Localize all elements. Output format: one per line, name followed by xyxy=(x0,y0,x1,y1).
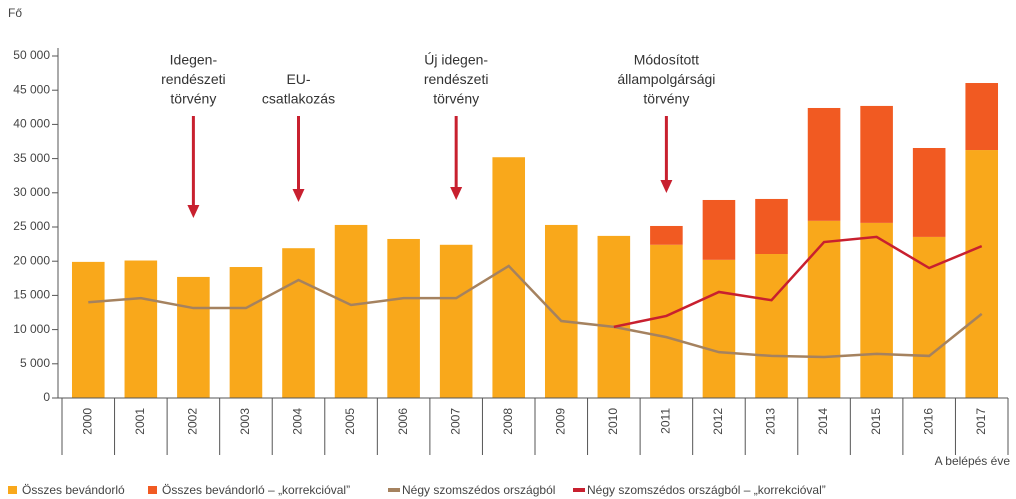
legend-swatch xyxy=(388,488,400,492)
y-tick-label: 30 000 xyxy=(13,185,50,199)
bar xyxy=(807,107,841,221)
y-tick-label: 40 000 xyxy=(13,117,50,131)
x-tick-label: 2001 xyxy=(133,408,147,435)
annotation: rendészeti xyxy=(161,71,226,87)
x-tick-label: 2008 xyxy=(501,408,515,435)
bar xyxy=(387,238,420,398)
annotation: Új idegen- xyxy=(424,52,488,68)
bar xyxy=(965,83,999,151)
annotation: Módosított xyxy=(634,52,699,68)
x-tick-label: 2009 xyxy=(553,408,567,435)
legend-swatch xyxy=(573,488,585,492)
legend-swatch xyxy=(148,486,157,494)
bar xyxy=(702,259,736,398)
annotation: állampolgársági xyxy=(617,71,715,87)
y-tick-label: 50 000 xyxy=(13,48,50,62)
arrow-head xyxy=(450,187,463,200)
arrow-head xyxy=(660,180,673,193)
arrow-head xyxy=(187,205,200,218)
bar xyxy=(334,224,368,398)
annotation: törvény xyxy=(433,91,479,107)
bar xyxy=(912,147,946,237)
y-tick-label: 15 000 xyxy=(13,288,50,302)
bar xyxy=(702,199,736,260)
legend-swatch xyxy=(8,486,17,494)
bar xyxy=(807,220,841,398)
x-tick-label: 2013 xyxy=(764,408,778,435)
annotation: törvény xyxy=(170,91,216,107)
y-tick-label: 25 000 xyxy=(13,219,50,233)
bar xyxy=(544,224,578,398)
annotation: Idegen- xyxy=(170,52,218,68)
bar xyxy=(71,261,105,398)
y-tick-label: 5 000 xyxy=(20,356,50,370)
x-tick-label: 2016 xyxy=(921,408,935,435)
x-tick-label: 2004 xyxy=(291,408,305,435)
bar xyxy=(965,150,999,398)
y-tick-label: 0 xyxy=(43,390,50,404)
y-tick-label: 45 000 xyxy=(13,82,50,96)
x-tick-label: 2003 xyxy=(238,408,252,435)
x-tick-label: 2017 xyxy=(974,408,988,435)
legend-label: Négy szomszédos országból xyxy=(402,483,555,497)
annotation: törvény xyxy=(643,91,689,107)
x-tick-label: 2014 xyxy=(816,408,830,435)
y-unit: Fő xyxy=(8,6,22,20)
line xyxy=(613,235,983,329)
x-tick-label: 2011 xyxy=(659,408,673,434)
x-tick-label: 2010 xyxy=(606,408,620,435)
legend-label: Négy szomszédos országból – „korrekcióva… xyxy=(587,483,826,497)
bar xyxy=(755,254,788,398)
x-tick-label: 2015 xyxy=(869,408,883,435)
x-tick-label: 2000 xyxy=(80,408,94,435)
y-tick-label: 35 000 xyxy=(13,151,50,165)
bar xyxy=(860,105,893,223)
bar xyxy=(650,225,683,245)
y-tick-label: 20 000 xyxy=(13,253,50,267)
bar xyxy=(177,276,210,398)
annotation: csatlakozás xyxy=(262,91,335,107)
x-tick-label: 2012 xyxy=(711,408,725,435)
x-tick-label: 2007 xyxy=(448,408,462,435)
bar xyxy=(282,248,315,398)
bar xyxy=(229,267,263,398)
annotation: rendészeti xyxy=(424,71,489,87)
arrow-head xyxy=(292,189,305,202)
line xyxy=(88,264,983,359)
y-tick-label: 10 000 xyxy=(13,322,50,336)
bar xyxy=(860,222,893,398)
annotation: EU- xyxy=(286,71,310,87)
x-tick-label: 2006 xyxy=(396,408,410,435)
x-axis-label: A belépés éve xyxy=(935,454,1011,468)
x-tick-label: 2005 xyxy=(343,408,357,435)
bar xyxy=(597,235,631,398)
x-tick-label: 2002 xyxy=(186,408,200,435)
legend-label: Összes bevándorló xyxy=(22,483,125,497)
bar xyxy=(755,198,788,255)
bar xyxy=(650,244,683,398)
bar xyxy=(124,260,158,398)
bar xyxy=(439,244,473,398)
legend-label: Összes bevándorló – „korrekcióval” xyxy=(162,483,350,497)
